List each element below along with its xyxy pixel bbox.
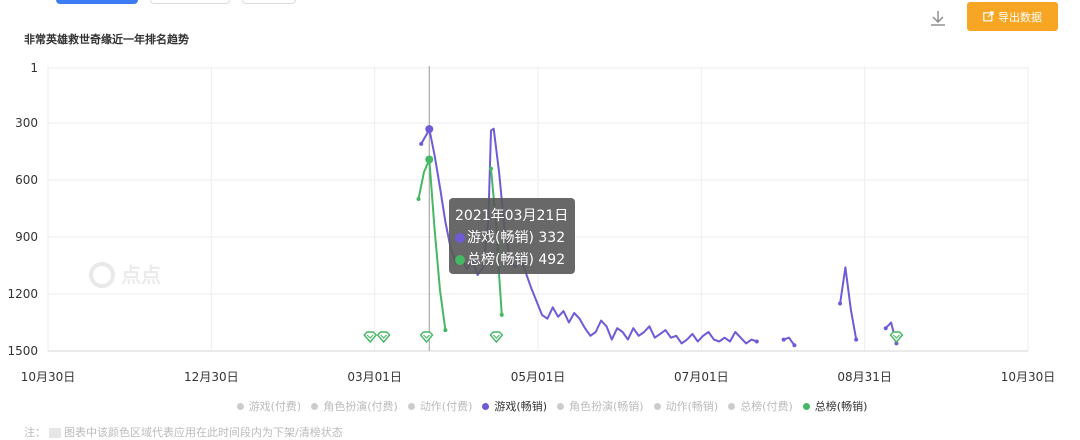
- download-icon[interactable]: [928, 8, 948, 30]
- y-axis: 1 300 600 900 1200 1500: [7, 61, 38, 358]
- x-tick-label: 10月30日: [21, 370, 76, 384]
- legend-item[interactable]: 动作(付费): [407, 398, 473, 414]
- tooltip-row-game: 游戏(畅销) 332: [455, 227, 575, 249]
- legend-dot: [802, 402, 810, 410]
- x-tick-label: 05月01日: [511, 370, 566, 384]
- chart-note: 注： 图表中该颜色区域代表应用在此时间段内为下架/清榜状态: [24, 424, 343, 440]
- tooltip-row-total: 总榜(畅销) 492: [455, 249, 575, 271]
- event-marker-icon[interactable]: [419, 331, 434, 344]
- y-tick-label: 900: [15, 230, 38, 244]
- legend-dot: [311, 402, 319, 410]
- highlight-point-total: [425, 155, 434, 164]
- x-tick-label: 12月30日: [184, 370, 239, 384]
- legend-item[interactable]: 总榜(畅销): [802, 398, 868, 414]
- chart-legend: 游戏(付费) 角色扮演(付费) 动作(付费) 游戏(畅销) 角色扮演(畅销) 动作(畅销)…: [0, 398, 1080, 414]
- x-tick-label: 10月30日: [1001, 370, 1056, 384]
- event-marker-icon[interactable]: [489, 331, 504, 344]
- series-point: [499, 312, 504, 317]
- series-point: [781, 337, 786, 342]
- legend-label: 角色扮演(付费): [323, 400, 398, 413]
- export-data-button[interactable]: 导出数据: [967, 2, 1058, 31]
- legend-label: 角色扮演(畅销): [569, 400, 644, 413]
- legend-item[interactable]: 游戏(付费): [236, 398, 302, 414]
- x-tick-label: 08月31日: [837, 370, 892, 384]
- legend-dot: [653, 402, 661, 410]
- diandian-logo: [89, 262, 115, 288]
- tooltip-label-total: 总榜(畅销): [467, 252, 534, 268]
- marker-layer: [363, 331, 904, 344]
- highlight-point-game: [425, 125, 434, 134]
- series-point: [894, 341, 899, 346]
- y-tick-label: 600: [15, 173, 38, 187]
- x-tick-label: 07月01日: [674, 370, 729, 384]
- note-swatch: [49, 428, 61, 438]
- series-point: [443, 328, 448, 333]
- legend-dot: [557, 402, 564, 410]
- series-point: [883, 326, 888, 331]
- series-point: [489, 166, 494, 171]
- note-text: 图表中该颜色区域代表应用在此时间段内为下架/清榜状态: [64, 426, 343, 439]
- y-tick-label: 1500: [7, 344, 38, 358]
- legend-dot: [482, 402, 490, 410]
- legend-label: 游戏(畅销): [494, 400, 547, 413]
- series-line-1: [417, 158, 447, 331]
- x-tick-label: 03月01日: [347, 370, 402, 384]
- tooltip-dot-game: [455, 233, 465, 243]
- tooltip-label-game: 游戏(畅销): [467, 230, 534, 246]
- legend-label: 游戏(付费): [248, 400, 302, 413]
- y-tick-label: 1200: [7, 287, 38, 301]
- export-data-label: 导出数据: [998, 10, 1042, 24]
- legend-dot: [728, 402, 736, 410]
- chart-title: 非常英雄救世奇缘近一年排名趋势: [24, 33, 189, 46]
- series-line-0: [839, 266, 858, 340]
- legend-label: 总榜(付费): [740, 400, 793, 413]
- y-tick-label: 300: [15, 116, 38, 130]
- note-prefix: 注：: [24, 426, 46, 439]
- legend-label: 总榜(畅销): [814, 400, 868, 413]
- event-marker-icon[interactable]: [363, 331, 378, 344]
- y-tick-label: 1: [30, 61, 38, 75]
- legend-dot: [407, 402, 415, 410]
- legend-label: 动作(付费): [419, 400, 473, 413]
- tooltip-value-game: 332: [538, 230, 566, 246]
- diandian-watermark: 点点: [89, 262, 161, 288]
- series-point: [419, 141, 424, 146]
- legend-item[interactable]: 角色扮演(畅销): [557, 398, 644, 414]
- external-link-icon: [983, 11, 994, 22]
- series-point: [838, 301, 843, 306]
- event-marker-icon[interactable]: [376, 331, 391, 344]
- event-marker-icon[interactable]: [889, 331, 904, 344]
- series-point: [754, 339, 759, 344]
- legend-item[interactable]: 角色扮演(付费): [311, 398, 398, 414]
- tooltip-date: 2021年03月21日: [455, 208, 569, 224]
- tooltip-dot-total: [455, 255, 465, 265]
- x-axis: 10月30日 12月30日 03月01日 05月01日 07月01日 08月31日 10月3…: [21, 370, 1056, 384]
- series-point: [416, 197, 421, 201]
- legend-item[interactable]: 游戏(畅销): [482, 398, 547, 414]
- legend-dot: [236, 402, 244, 410]
- legend-item[interactable]: 动作(畅销): [653, 398, 719, 414]
- chart-tooltip: 2021年03月21日 游戏(畅销) 332 总榜(畅销) 492: [449, 198, 575, 274]
- legend-label: 动作(畅销): [665, 400, 719, 413]
- series-point: [792, 343, 797, 348]
- legend-item[interactable]: 总榜(付费): [728, 398, 793, 414]
- series-point: [854, 337, 859, 342]
- watermark-text: 点点: [121, 263, 161, 287]
- tooltip-value-total: 492: [538, 252, 566, 268]
